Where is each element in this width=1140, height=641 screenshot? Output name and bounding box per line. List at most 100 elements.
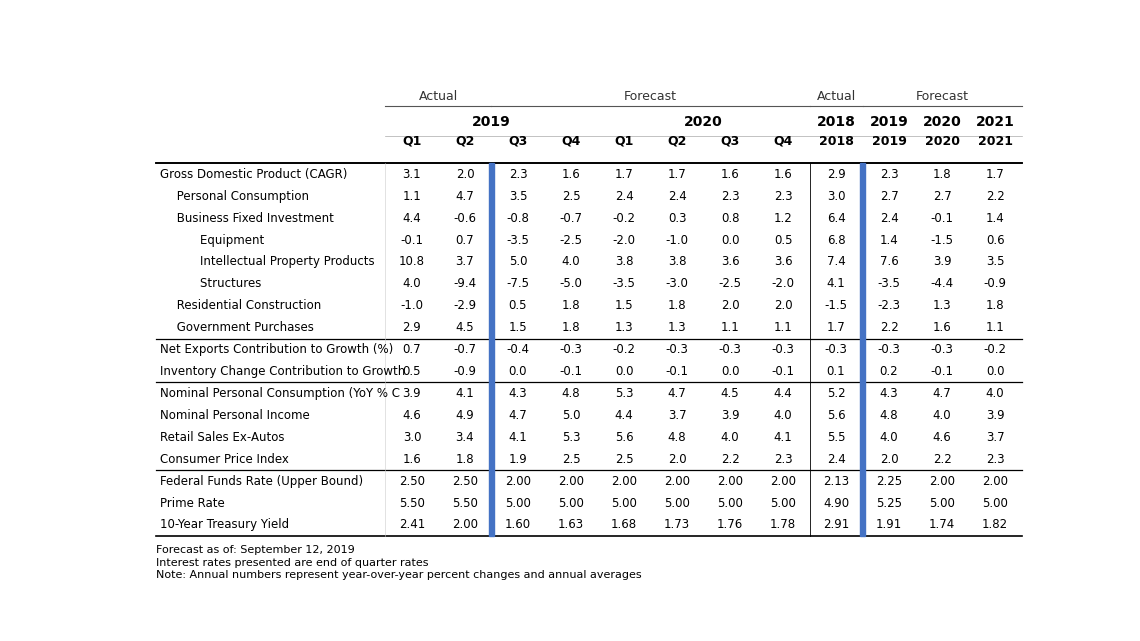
Text: 1.8: 1.8 (986, 299, 1004, 312)
Text: 4.0: 4.0 (720, 431, 740, 444)
Text: 5.00: 5.00 (559, 497, 584, 510)
Text: -3.5: -3.5 (612, 278, 635, 290)
Text: 2.00: 2.00 (717, 474, 743, 488)
Text: 0.0: 0.0 (614, 365, 633, 378)
Text: Actual: Actual (418, 90, 458, 103)
Text: Q1: Q1 (614, 135, 634, 147)
Text: 2.7: 2.7 (933, 190, 952, 203)
Text: Residential Construction: Residential Construction (172, 299, 320, 312)
Text: 2020: 2020 (684, 115, 723, 129)
Text: 3.8: 3.8 (668, 255, 686, 269)
Text: 1.7: 1.7 (986, 168, 1004, 181)
Text: 2.3: 2.3 (508, 168, 528, 181)
Text: 1.78: 1.78 (770, 519, 796, 531)
Text: Government Purchases: Government Purchases (172, 321, 314, 334)
Text: 5.00: 5.00 (611, 497, 637, 510)
Text: -1.5: -1.5 (930, 233, 953, 247)
Text: Q3: Q3 (508, 135, 528, 147)
Text: Consumer Price Index: Consumer Price Index (160, 453, 290, 466)
Text: 4.0: 4.0 (933, 409, 952, 422)
Text: -1.0: -1.0 (666, 233, 689, 247)
Text: Business Fixed Investment: Business Fixed Investment (172, 212, 333, 224)
Text: -0.2: -0.2 (612, 343, 635, 356)
Text: 4.3: 4.3 (508, 387, 528, 400)
Text: 2.00: 2.00 (451, 519, 478, 531)
Text: 1.76: 1.76 (717, 519, 743, 531)
Text: 1.74: 1.74 (929, 519, 955, 531)
Text: Q2: Q2 (455, 135, 474, 147)
Text: -0.3: -0.3 (930, 343, 953, 356)
Text: 5.25: 5.25 (876, 497, 902, 510)
Text: 2.2: 2.2 (986, 190, 1004, 203)
Text: -0.4: -0.4 (506, 343, 529, 356)
Text: 5.6: 5.6 (614, 431, 634, 444)
Text: -3.5: -3.5 (506, 233, 529, 247)
Text: 1.6: 1.6 (774, 168, 792, 181)
Text: Nominal Personal Income: Nominal Personal Income (160, 409, 310, 422)
Text: Nominal Personal Consumption (YoY % C: Nominal Personal Consumption (YoY % C (160, 387, 400, 400)
Text: -0.7: -0.7 (454, 343, 477, 356)
Text: 1.9: 1.9 (508, 453, 528, 466)
Text: 3.9: 3.9 (933, 255, 952, 269)
Text: 2.2: 2.2 (880, 321, 898, 334)
Text: 3.8: 3.8 (614, 255, 633, 269)
Text: 1.2: 1.2 (774, 212, 792, 224)
Text: 1.6: 1.6 (933, 321, 952, 334)
Text: 2021: 2021 (978, 135, 1012, 147)
Text: 2.3: 2.3 (774, 190, 792, 203)
Text: Retail Sales Ex-Autos: Retail Sales Ex-Autos (160, 431, 285, 444)
Text: 4.4: 4.4 (774, 387, 792, 400)
Text: -0.6: -0.6 (454, 212, 477, 224)
Text: 1.4: 1.4 (880, 233, 898, 247)
Text: 4.4: 4.4 (614, 409, 634, 422)
Text: Q1: Q1 (402, 135, 422, 147)
Text: 1.1: 1.1 (720, 321, 740, 334)
Text: 1.1: 1.1 (986, 321, 1004, 334)
Text: 2.00: 2.00 (663, 474, 690, 488)
Text: 4.4: 4.4 (402, 212, 422, 224)
Text: 2.0: 2.0 (456, 168, 474, 181)
Text: 4.8: 4.8 (880, 409, 898, 422)
Text: -1.0: -1.0 (400, 299, 423, 312)
Text: -0.7: -0.7 (560, 212, 583, 224)
Text: -0.1: -0.1 (666, 365, 689, 378)
Text: 3.9: 3.9 (402, 387, 422, 400)
Text: Structures: Structures (185, 278, 261, 290)
Text: 2.5: 2.5 (562, 453, 580, 466)
Text: Q4: Q4 (773, 135, 792, 147)
Text: 5.3: 5.3 (562, 431, 580, 444)
Text: 4.1: 4.1 (508, 431, 528, 444)
Bar (860, 163, 865, 536)
Text: 3.9: 3.9 (720, 409, 740, 422)
Text: 2.4: 2.4 (668, 190, 686, 203)
Text: 3.7: 3.7 (986, 431, 1004, 444)
Text: 1.7: 1.7 (668, 168, 686, 181)
Text: 3.9: 3.9 (986, 409, 1004, 422)
Text: 2.7: 2.7 (880, 190, 898, 203)
Text: 5.00: 5.00 (717, 497, 743, 510)
Text: Net Exports Contribution to Growth (%): Net Exports Contribution to Growth (%) (160, 343, 393, 356)
Text: -7.5: -7.5 (506, 278, 529, 290)
Text: 2020: 2020 (922, 115, 961, 129)
Text: 1.60: 1.60 (505, 519, 531, 531)
Text: -0.8: -0.8 (506, 212, 529, 224)
Text: 2019: 2019 (872, 135, 906, 147)
Text: Personal Consumption: Personal Consumption (172, 190, 309, 203)
Text: 1.4: 1.4 (986, 212, 1004, 224)
Text: 4.1: 4.1 (774, 431, 792, 444)
Text: 2.00: 2.00 (982, 474, 1008, 488)
Text: 10-Year Treasury Yield: 10-Year Treasury Yield (160, 519, 290, 531)
Text: 4.7: 4.7 (456, 190, 474, 203)
Text: 2.3: 2.3 (774, 453, 792, 466)
Text: 4.1: 4.1 (456, 387, 474, 400)
Text: 2.0: 2.0 (668, 453, 686, 466)
Text: 2.3: 2.3 (720, 190, 740, 203)
Text: 0.8: 0.8 (720, 212, 739, 224)
Text: 1.73: 1.73 (663, 519, 690, 531)
Text: 1.68: 1.68 (611, 519, 637, 531)
Text: 5.00: 5.00 (665, 497, 690, 510)
Text: -0.1: -0.1 (560, 365, 583, 378)
Text: 6.4: 6.4 (826, 212, 846, 224)
Text: 2.2: 2.2 (720, 453, 740, 466)
Text: 3.4: 3.4 (456, 431, 474, 444)
